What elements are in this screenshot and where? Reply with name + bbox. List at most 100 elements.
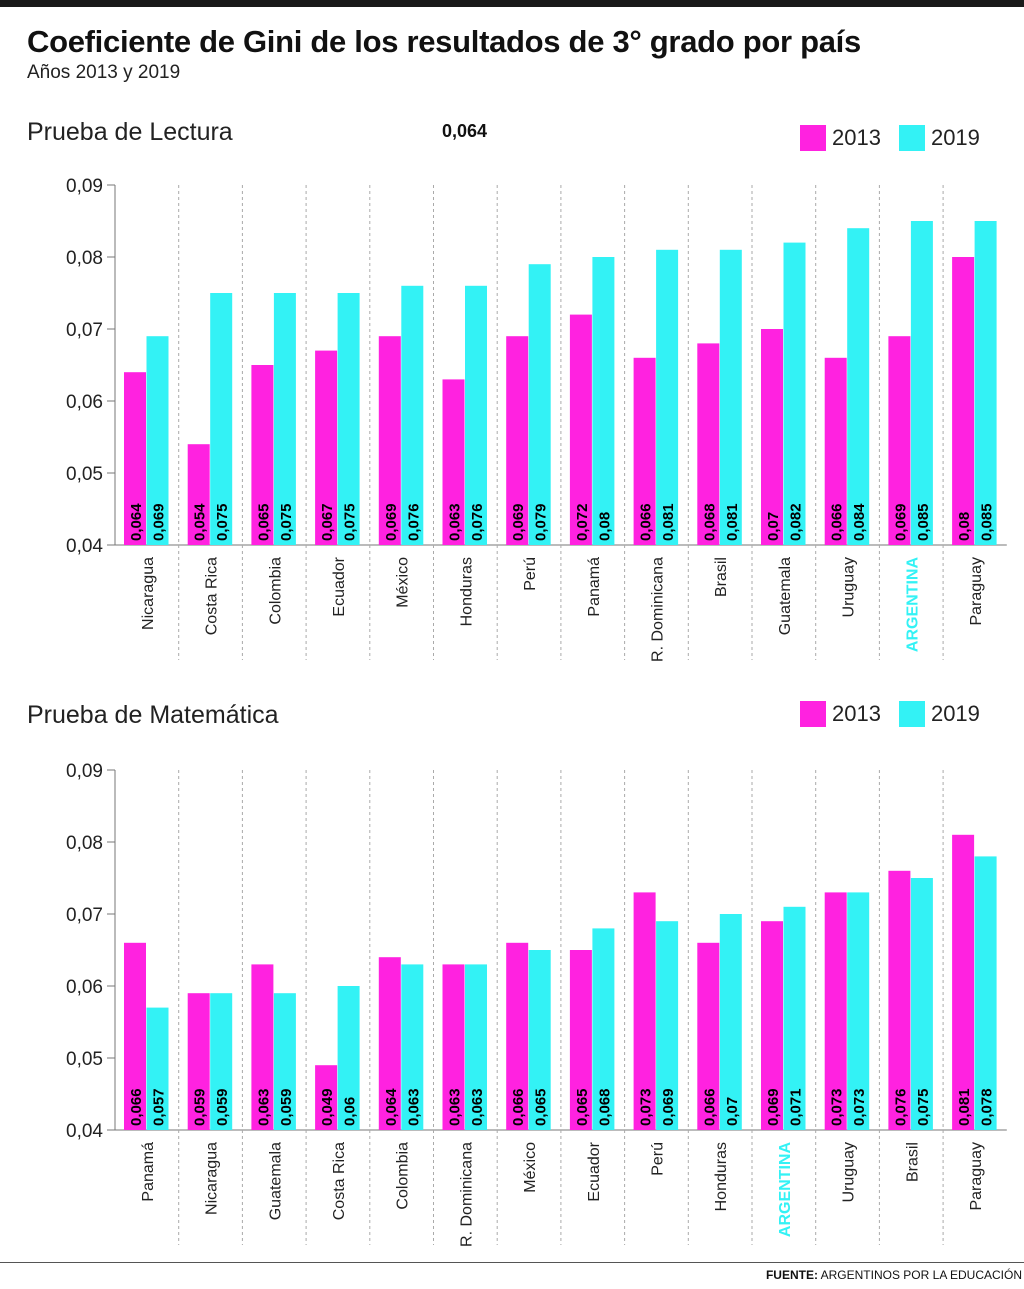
legend-swatch-2013 (800, 701, 826, 727)
math-bar-2019 (465, 964, 487, 1130)
reading-data-label-2019: 0,081 (724, 503, 741, 541)
math-data-label-2013: 0,066 (701, 1088, 718, 1126)
math-bar-2013 (952, 834, 975, 1130)
math-bar-2019 (337, 986, 360, 1130)
math-data-label-2013: 0,059 (192, 1088, 209, 1126)
reading-bar-2019 (656, 249, 679, 546)
math-category-label: Honduras (713, 1142, 730, 1211)
math-category-label: Ecuador (586, 1141, 603, 1201)
reading-data-label-2019: 0,075 (342, 503, 359, 541)
math-bar-2019 (210, 993, 233, 1130)
reading-bar-2019 (910, 221, 933, 545)
math-bar-2019 (146, 1007, 169, 1130)
reading-data-label-2019: 0,076 (405, 503, 422, 541)
reading-bar-2013 (888, 336, 911, 545)
reading-bar-2013 (824, 357, 847, 545)
legend-item-2013: 2013 (800, 125, 881, 151)
legend-item-2019: 2019 (898, 125, 980, 151)
math-data-label-2019: 0,06 (342, 1097, 359, 1126)
math-bar-2019 (401, 964, 424, 1130)
math-y-tick-label: 0,04 (66, 1121, 103, 1142)
reading-bar-2013 (633, 357, 656, 545)
math-bar-2013 (315, 1065, 338, 1130)
math-data-label-2019: 0,075 (915, 1088, 932, 1126)
source-label: FUENTE: (765, 1268, 818, 1282)
reading-category-label: Panamá (586, 557, 603, 617)
math-category-label: Uruguay (841, 1142, 858, 1202)
reading-category-label: ARGENTINA (904, 557, 921, 653)
math-y-tick-label: 0,06 (66, 977, 103, 998)
top-rule (0, 0, 1024, 7)
math-bar-2019 (783, 906, 806, 1130)
math-data-label-2013: 0,073 (638, 1088, 655, 1126)
math-data-label-2019: 0,069 (660, 1088, 677, 1126)
math-data-label-2019: 0,057 (151, 1088, 168, 1126)
math-bar-2019 (974, 856, 997, 1130)
reading-bar-2013 (952, 257, 975, 545)
legend-label-2013: 2013 (832, 125, 881, 150)
math-data-label-2013: 0,076 (892, 1088, 909, 1126)
reading-bar-2019 (974, 221, 997, 545)
reading-category-label: Colombia (267, 557, 284, 625)
math-data-label-2013: 0,073 (829, 1088, 846, 1126)
reading-category-label: Perú (522, 557, 539, 591)
math-data-label-2013: 0,066 (128, 1088, 145, 1126)
reading-bar-2013 (251, 365, 274, 545)
reading-data-label-2019: 0,082 (788, 503, 805, 541)
reading-data-label-2013: 0,065 (255, 503, 272, 541)
math-bar-2019 (592, 928, 615, 1130)
math-bar-2013 (824, 892, 847, 1130)
math-category-label: Colombia (395, 1142, 412, 1210)
math-category-label: ARGENTINA (777, 1142, 794, 1238)
reading-data-label-2013: 0,08 (956, 512, 973, 541)
reading-bar-2019 (465, 285, 487, 545)
reading-bar-2013 (315, 350, 338, 545)
math-data-label-2013: 0,065 (574, 1088, 591, 1126)
math-data-label-2013: 0,063 (255, 1088, 272, 1126)
legend-swatch-2019 (898, 125, 925, 151)
reading-data-label-2013: 0,069 (510, 503, 527, 541)
math-data-label-2019: 0,059 (214, 1088, 231, 1126)
reading-legend: 2013 2019 (800, 125, 998, 151)
source-text: ARGENTINOS POR LA EDUCACIÓN (820, 1268, 1022, 1282)
reading-category-label: México (395, 557, 412, 608)
reading-bar-2019 (146, 336, 169, 545)
math-bar-2013 (761, 921, 783, 1130)
math-data-label-2013: 0,064 (383, 1088, 400, 1126)
reading-category-label: Costa Rica (204, 557, 221, 635)
math-bar-2013 (633, 892, 656, 1130)
reading-category-label: Uruguay (841, 557, 858, 617)
reading-y-tick-label: 0,05 (66, 464, 103, 485)
math-bar-2013 (569, 950, 592, 1130)
reading-bar-2013 (442, 379, 465, 545)
math-bar-2013 (378, 957, 401, 1130)
legend-label-2019: 2019 (930, 701, 980, 726)
math-data-label-2019: 0,063 (405, 1088, 422, 1126)
reading-category-label: Nicaragua (140, 557, 157, 630)
reading-data-label-2013: 0,066 (638, 503, 655, 541)
reading-category-label: Guatemala (777, 557, 794, 635)
reading-bar-2019 (783, 242, 806, 545)
math-data-label-2019: 0,078 (979, 1088, 996, 1126)
reading-bar-chart: 0,04 0,05 0,06 0,07 0,08 0,09 0,064 0,069 Nicara… (66, 176, 1007, 662)
math-category-label: Guatemala (267, 1142, 284, 1220)
math-data-label-2013: 0,069 (765, 1088, 782, 1126)
reading-bar-2019 (719, 249, 742, 546)
reading-y-tick-label: 0,09 (66, 176, 103, 197)
reading-data-label-2019: 0,085 (915, 503, 932, 541)
math-bar-chart: 0,04 0,05 0,06 0,07 0,08 0,09 0,066 0,057 Panamá… (66, 761, 1007, 1247)
reading-data-label-2013: 0,07 (765, 512, 782, 541)
legend-swatch-2013 (800, 125, 826, 151)
math-bar-2013 (442, 964, 465, 1130)
reading-category-label: Ecuador (331, 556, 348, 616)
math-data-label-2013: 0,066 (510, 1088, 527, 1126)
math-y-tick-label: 0,08 (66, 833, 103, 854)
reading-bar-2013 (697, 343, 720, 545)
math-bar-2019 (719, 914, 742, 1130)
math-bar-2019 (847, 892, 870, 1130)
page-subtitle: Años 2013 y 2019 (27, 62, 181, 83)
math-data-label-2019: 0,059 (278, 1088, 295, 1126)
reading-bar-2019 (528, 264, 551, 545)
math-bar-2013 (251, 964, 274, 1130)
reading-data-label-2013: 0,072 (574, 503, 591, 541)
